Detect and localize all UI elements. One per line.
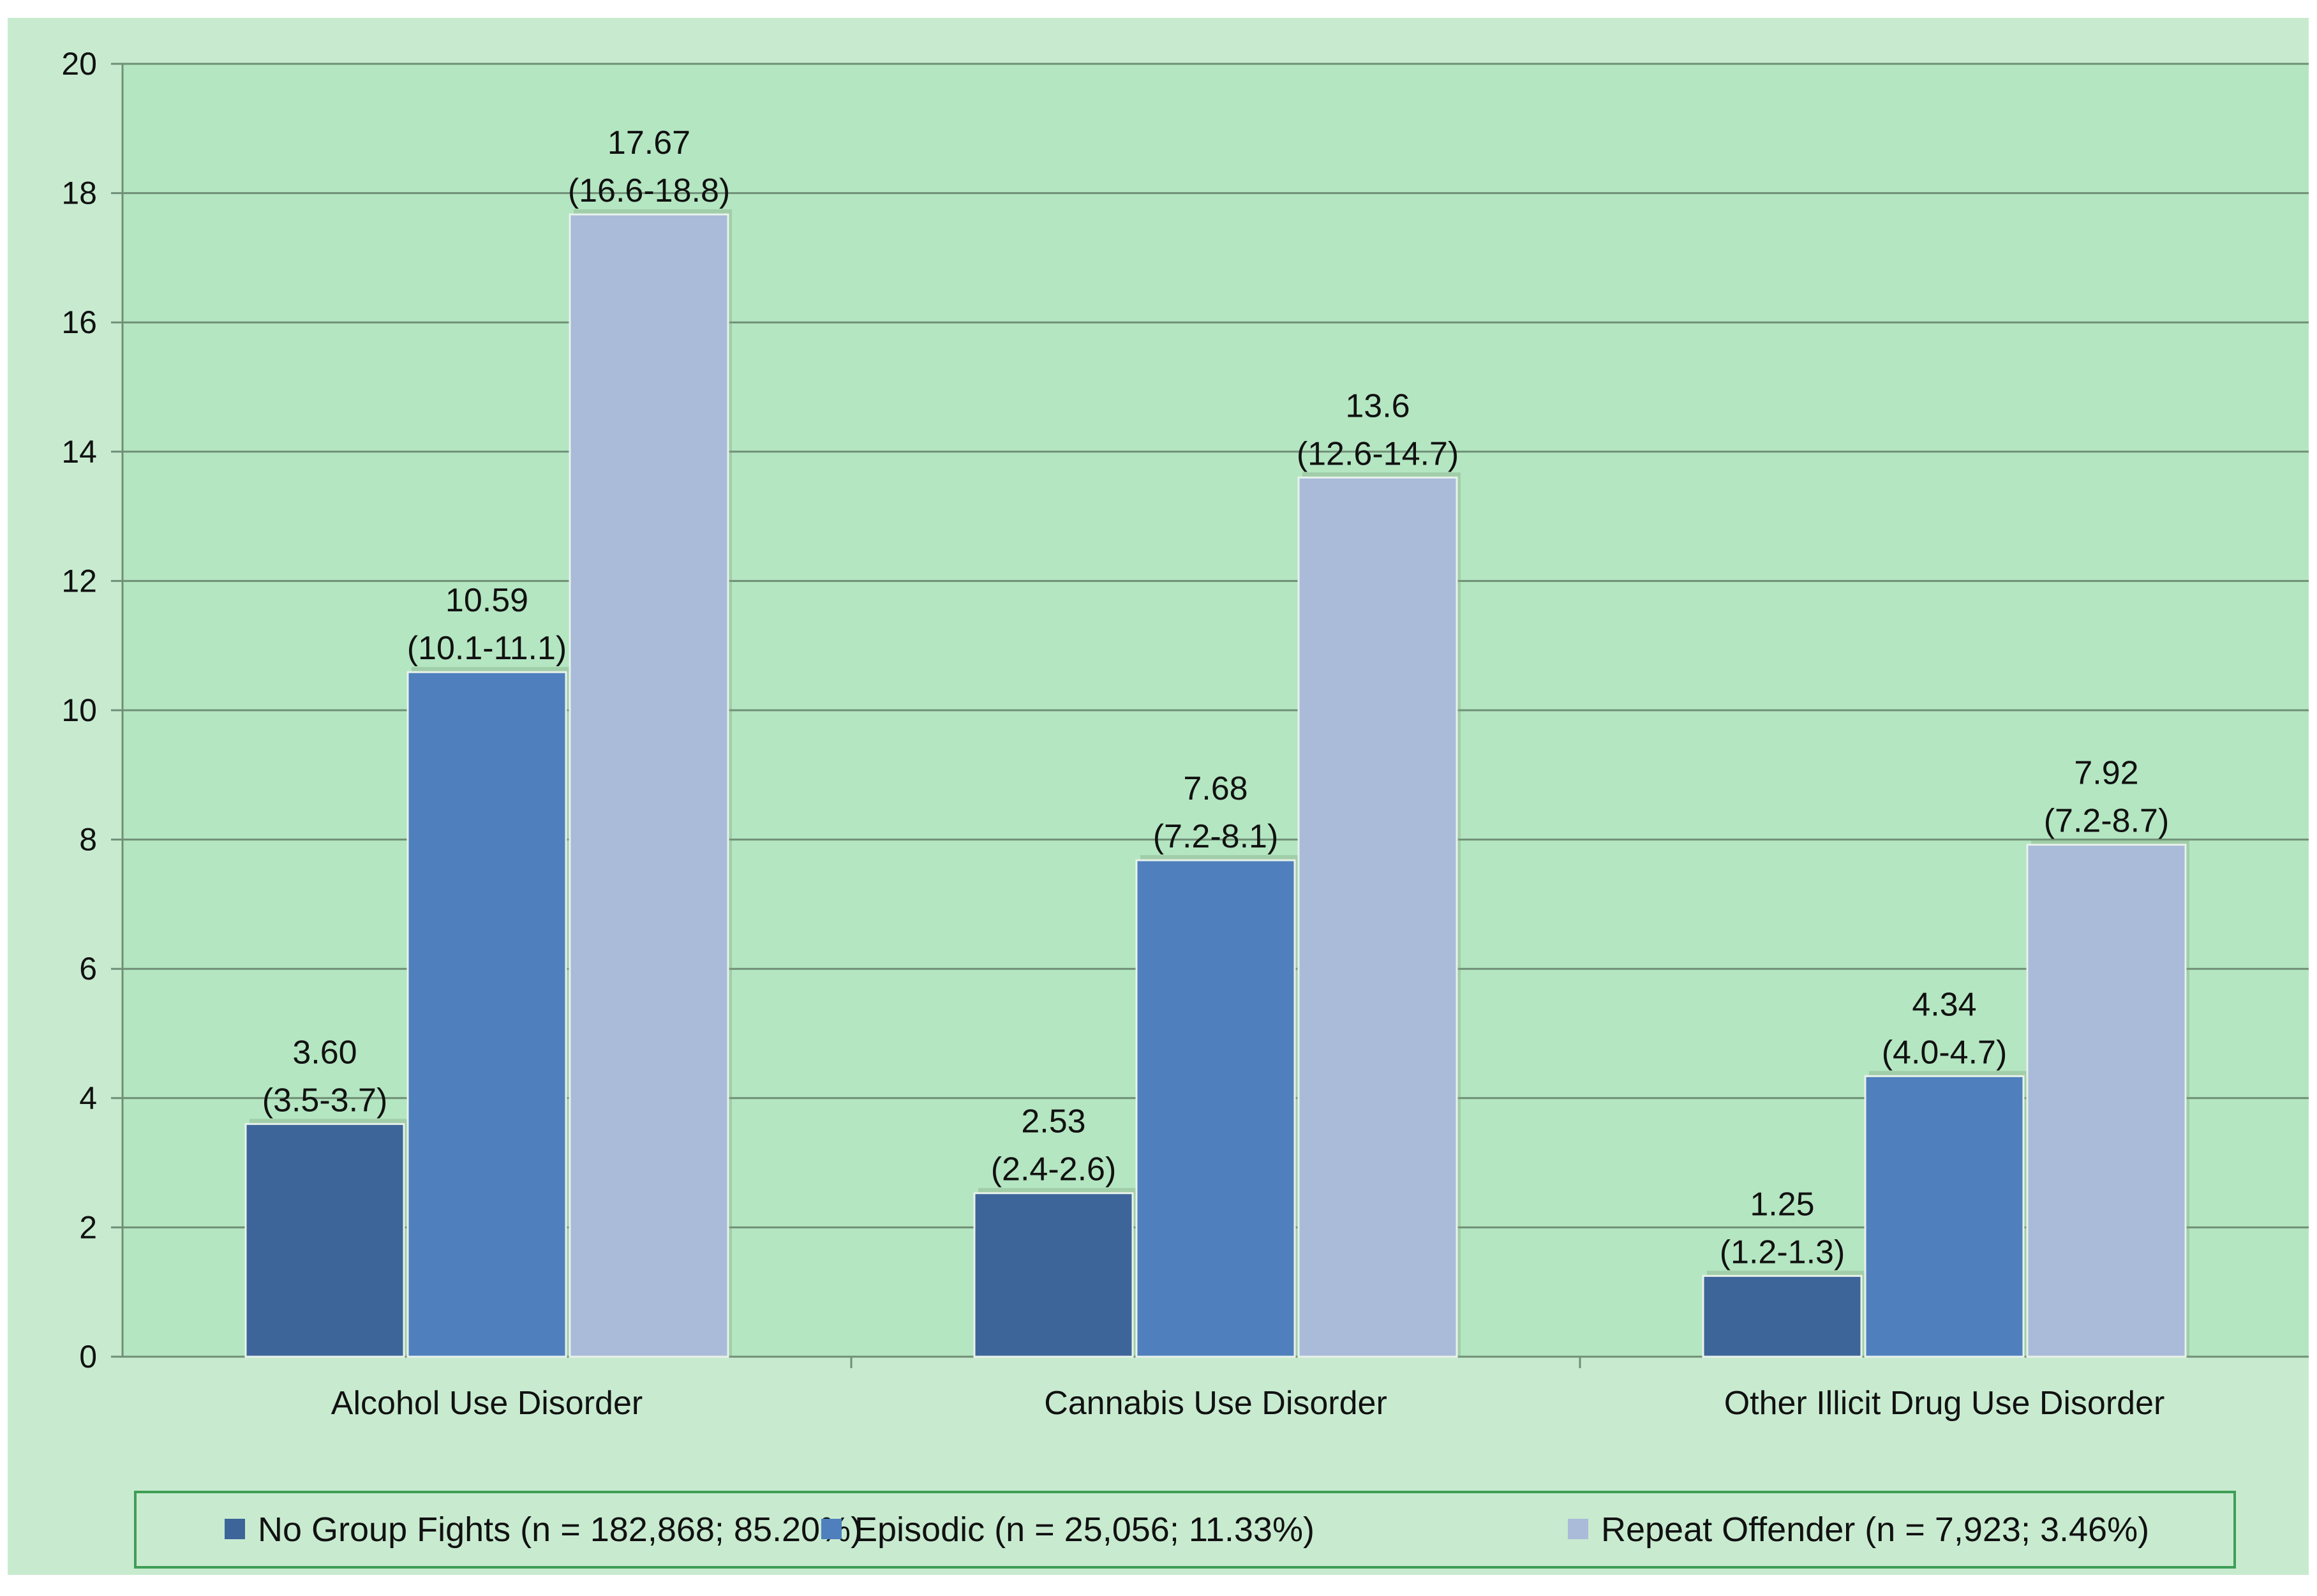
data-value-label: 10.59 — [445, 582, 528, 619]
data-ci-label: (7.2-8.1) — [1153, 818, 1279, 855]
data-ci-label: (16.6-18.8) — [568, 172, 730, 209]
legend-swatch — [225, 1519, 245, 1539]
y-tick-label: 12 — [61, 563, 97, 599]
data-ci-label: (7.2-8.7) — [2044, 803, 2170, 840]
data-value-label: 2.53 — [1021, 1103, 1085, 1140]
chart-frame: 0 2 4 6 8 10 12 14 16 18 20 Alcohol Use Disorder 3.… — [8, 18, 2309, 1575]
data-value-label: 13.6 — [1345, 387, 1410, 424]
data-ci-label: (1.2-1.3) — [1720, 1234, 1845, 1271]
y-tick-label: 10 — [61, 692, 97, 728]
y-tick-label: 2 — [79, 1209, 97, 1245]
legend-box — [134, 1491, 2236, 1569]
bar — [1702, 1274, 1863, 1358]
legend-label: No Group Fights (n = 182,868; 85.20%) — [258, 1510, 862, 1549]
bar — [1864, 1075, 2025, 1358]
data-value-label: 7.68 — [1183, 770, 1248, 807]
data-value-label: 1.25 — [1750, 1186, 1814, 1223]
bar — [569, 213, 729, 1358]
y-tick-label: 4 — [79, 1080, 97, 1116]
bar — [406, 671, 567, 1358]
legend-label: Repeat Offender (n = 7,923; 3.46%) — [1601, 1510, 2149, 1549]
y-tick-label: 14 — [61, 434, 97, 470]
bar — [1135, 859, 1296, 1358]
data-value-label: 7.92 — [2074, 755, 2138, 792]
bar — [1297, 476, 1458, 1358]
bar — [973, 1192, 1134, 1358]
y-tick-label: 8 — [79, 822, 97, 858]
legend-swatch — [1568, 1519, 1588, 1539]
bar — [244, 1122, 405, 1358]
legend-swatch — [821, 1519, 842, 1539]
x-category-label: Alcohol Use Disorder — [331, 1385, 643, 1422]
y-tick-label: 0 — [79, 1339, 97, 1375]
y-tick-label: 20 — [61, 46, 97, 82]
data-ci-label: (3.5-3.7) — [262, 1082, 388, 1119]
y-tick-label: 18 — [61, 175, 97, 211]
x-category-label: Other Illicit Drug Use Disorder — [1724, 1385, 2165, 1422]
data-ci-label: (2.4-2.6) — [991, 1151, 1117, 1188]
y-tick-label: 16 — [61, 304, 97, 340]
data-ci-label: (10.1-11.1) — [407, 630, 567, 667]
legend-label: Episodic (n = 25,056; 11.33%) — [854, 1510, 1315, 1549]
bar-chart: 0 2 4 6 8 10 12 14 16 18 20 Alcohol Use Disorder 3.… — [61, 46, 2309, 1569]
data-ci-label: (4.0-4.7) — [1882, 1034, 2008, 1071]
bar — [2026, 844, 2187, 1358]
data-value-label: 17.67 — [607, 124, 690, 161]
data-ci-label: (12.6-14.7) — [1297, 435, 1459, 472]
x-category-label: Cannabis Use Disorder — [1044, 1385, 1387, 1422]
y-tick-label: 6 — [79, 951, 97, 987]
data-value-label: 4.34 — [1912, 986, 1976, 1023]
data-value-label: 3.60 — [292, 1034, 357, 1071]
